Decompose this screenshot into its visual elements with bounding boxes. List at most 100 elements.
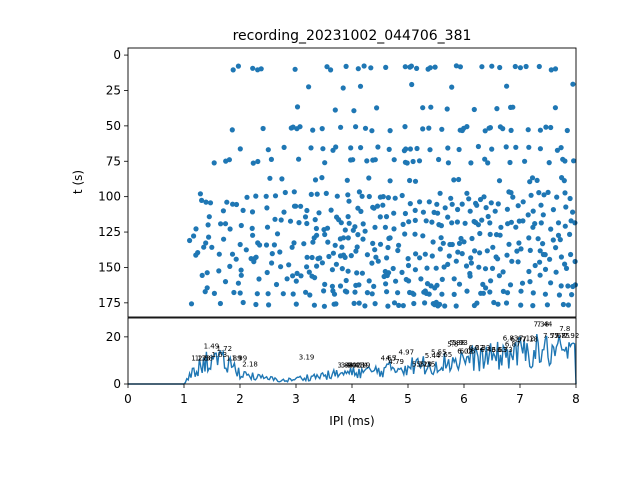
raster-point [380,194,386,200]
raster-point [339,244,345,250]
raster-point [400,303,406,309]
raster-point [354,270,360,276]
raster-point [570,209,576,215]
raster-point [468,160,474,166]
raster-point [562,190,568,196]
raster-point [544,302,551,308]
raster-point [384,272,390,279]
raster-point [334,193,340,199]
raster-point [532,262,538,269]
raster-point [482,156,488,162]
raster-point [375,258,381,264]
raster-point [273,281,280,288]
raster-point [346,198,352,204]
raster-point [408,63,414,69]
raster-point [372,301,378,307]
raster-point [317,255,323,261]
raster-point [565,283,571,289]
raster-point [484,248,490,254]
raster-point [297,124,303,130]
raster-point [338,124,344,130]
raster-point [472,248,478,254]
raster-point [468,255,474,261]
raster-point [553,245,559,251]
raster-point [487,220,493,226]
peak-label: 7.68 [550,332,566,340]
raster-point [199,197,205,203]
raster-point [233,201,240,208]
raster-point [438,235,444,241]
raster-point [480,290,486,296]
raster-point [205,222,211,228]
raster-point [526,235,532,241]
raster-point [504,290,511,296]
raster-point [332,107,338,113]
raster-point [464,124,470,130]
x-tick-label: 3 [292,392,300,406]
raster-point [412,178,419,184]
raster-point [209,244,215,250]
raster-point [550,237,556,243]
raster-point [495,301,501,307]
raster-point [500,269,506,275]
raster-point [459,201,465,207]
raster-point [386,146,392,152]
raster-point [195,250,201,256]
raster-point [434,201,440,207]
raster-point [500,288,506,294]
raster-point [485,160,491,166]
raster-point [500,126,506,132]
raster-point [410,158,416,165]
raster-point [489,63,495,69]
raster-point [518,246,524,252]
raster-point [489,146,495,152]
raster-point [362,303,368,309]
peak-label: 7.38 [534,320,550,328]
raster-point [482,266,489,272]
raster-point [355,232,361,238]
raster-point [437,301,443,307]
histogram-y-tick-label: 0 [113,377,121,391]
raster-point [558,145,564,151]
peak-label: 6.97 [511,336,527,344]
raster-point [567,195,573,202]
peak-label: 5.44 [425,352,441,360]
x-axis-ticks: 0 1 2 3 4 5 6 7 8 [124,384,580,406]
raster-point [383,214,390,220]
raster-point [289,244,295,250]
raster-point [253,193,259,199]
peak-label: 5.65 [437,351,453,359]
raster-point [445,261,451,267]
peak-label: 4.19 [355,362,371,370]
raster-point [476,264,482,270]
raster-point [432,64,438,70]
peak-label: 5.55 [431,349,447,357]
raster-point [385,195,391,201]
raster-point [369,128,375,134]
raster-point [251,259,257,265]
raster-point [474,300,480,306]
raster-point [491,299,497,306]
raster-point [407,146,413,152]
raster-point [466,196,472,202]
raster-point [537,272,543,278]
raster-point [427,147,433,153]
raster-point [426,199,432,205]
raster-point [402,231,408,237]
raster-point [333,144,339,150]
peak-label: 7.44 [537,320,553,328]
raster-point [485,213,491,220]
raster-point [508,190,514,196]
raster-point [240,299,246,306]
raster-point [527,247,533,253]
raster-point [400,221,406,227]
raster-point [237,241,243,248]
chart-title: recording_20231002_044706_381 [233,28,472,44]
raster-point [561,178,567,184]
raster-point [536,63,542,70]
raster-point [558,254,565,260]
raster-point [218,221,224,227]
raster-point [264,269,270,276]
raster-point [351,108,357,114]
peak-label: 7.18 [522,336,538,344]
